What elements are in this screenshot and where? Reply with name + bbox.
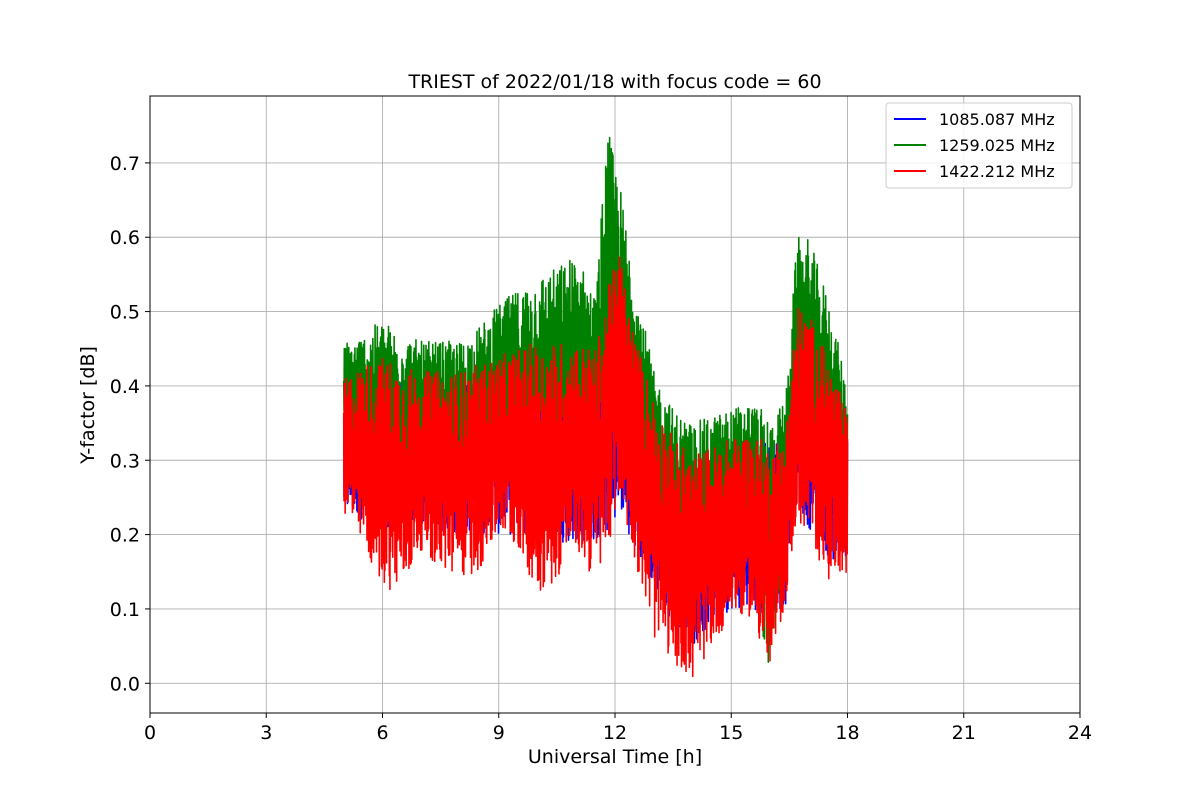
x-tick-label: 3 — [260, 722, 272, 744]
series-line — [342, 136, 849, 663]
y-tick-label: 0.5 — [110, 302, 140, 324]
legend-box — [885, 102, 1073, 189]
y-axis-label: Y-factor [dB] — [77, 346, 99, 465]
x-tick-label: 9 — [493, 722, 505, 744]
x-tick-label: 6 — [376, 722, 388, 744]
y-tick-label: 0.3 — [110, 450, 140, 472]
legend: 1085.087 MHz 1259.025 MHz 1422.212 MHz — [885, 102, 1073, 189]
x-tick-label: 21 — [952, 722, 976, 744]
y-tick-label: 0.6 — [110, 227, 140, 249]
x-tick-label: 0 — [144, 722, 156, 744]
y-tick-label: 0.1 — [110, 599, 140, 621]
x-tick-label: 12 — [603, 722, 627, 744]
legend-entry: 1259.025 MHz — [939, 136, 1055, 155]
x-axis-label: Universal Time [h] — [528, 746, 702, 768]
series-area — [342, 136, 849, 678]
y-tick-label: 0.2 — [110, 525, 140, 547]
legend-entry: 1422.212 MHz — [939, 162, 1055, 181]
x-tick-label: 15 — [719, 722, 743, 744]
y-tick-label: 0.7 — [110, 153, 140, 175]
series-line — [342, 256, 849, 678]
legend-entry: 1085.087 MHz — [939, 110, 1055, 129]
axes: 0 3 6 9 12 15 18 21 24 0.0 0.1 0.2 0.3 0.4 0.5 0.6 0.7 — [110, 95, 1092, 744]
x-tick-label: 18 — [835, 722, 859, 744]
y-tick-label: 0.0 — [110, 673, 140, 695]
x-tick-label: 24 — [1068, 722, 1092, 744]
y-tick-label: 0.4 — [110, 376, 140, 398]
chart-title: TRIEST of 2022/01/18 with focus code = 6… — [407, 71, 821, 93]
